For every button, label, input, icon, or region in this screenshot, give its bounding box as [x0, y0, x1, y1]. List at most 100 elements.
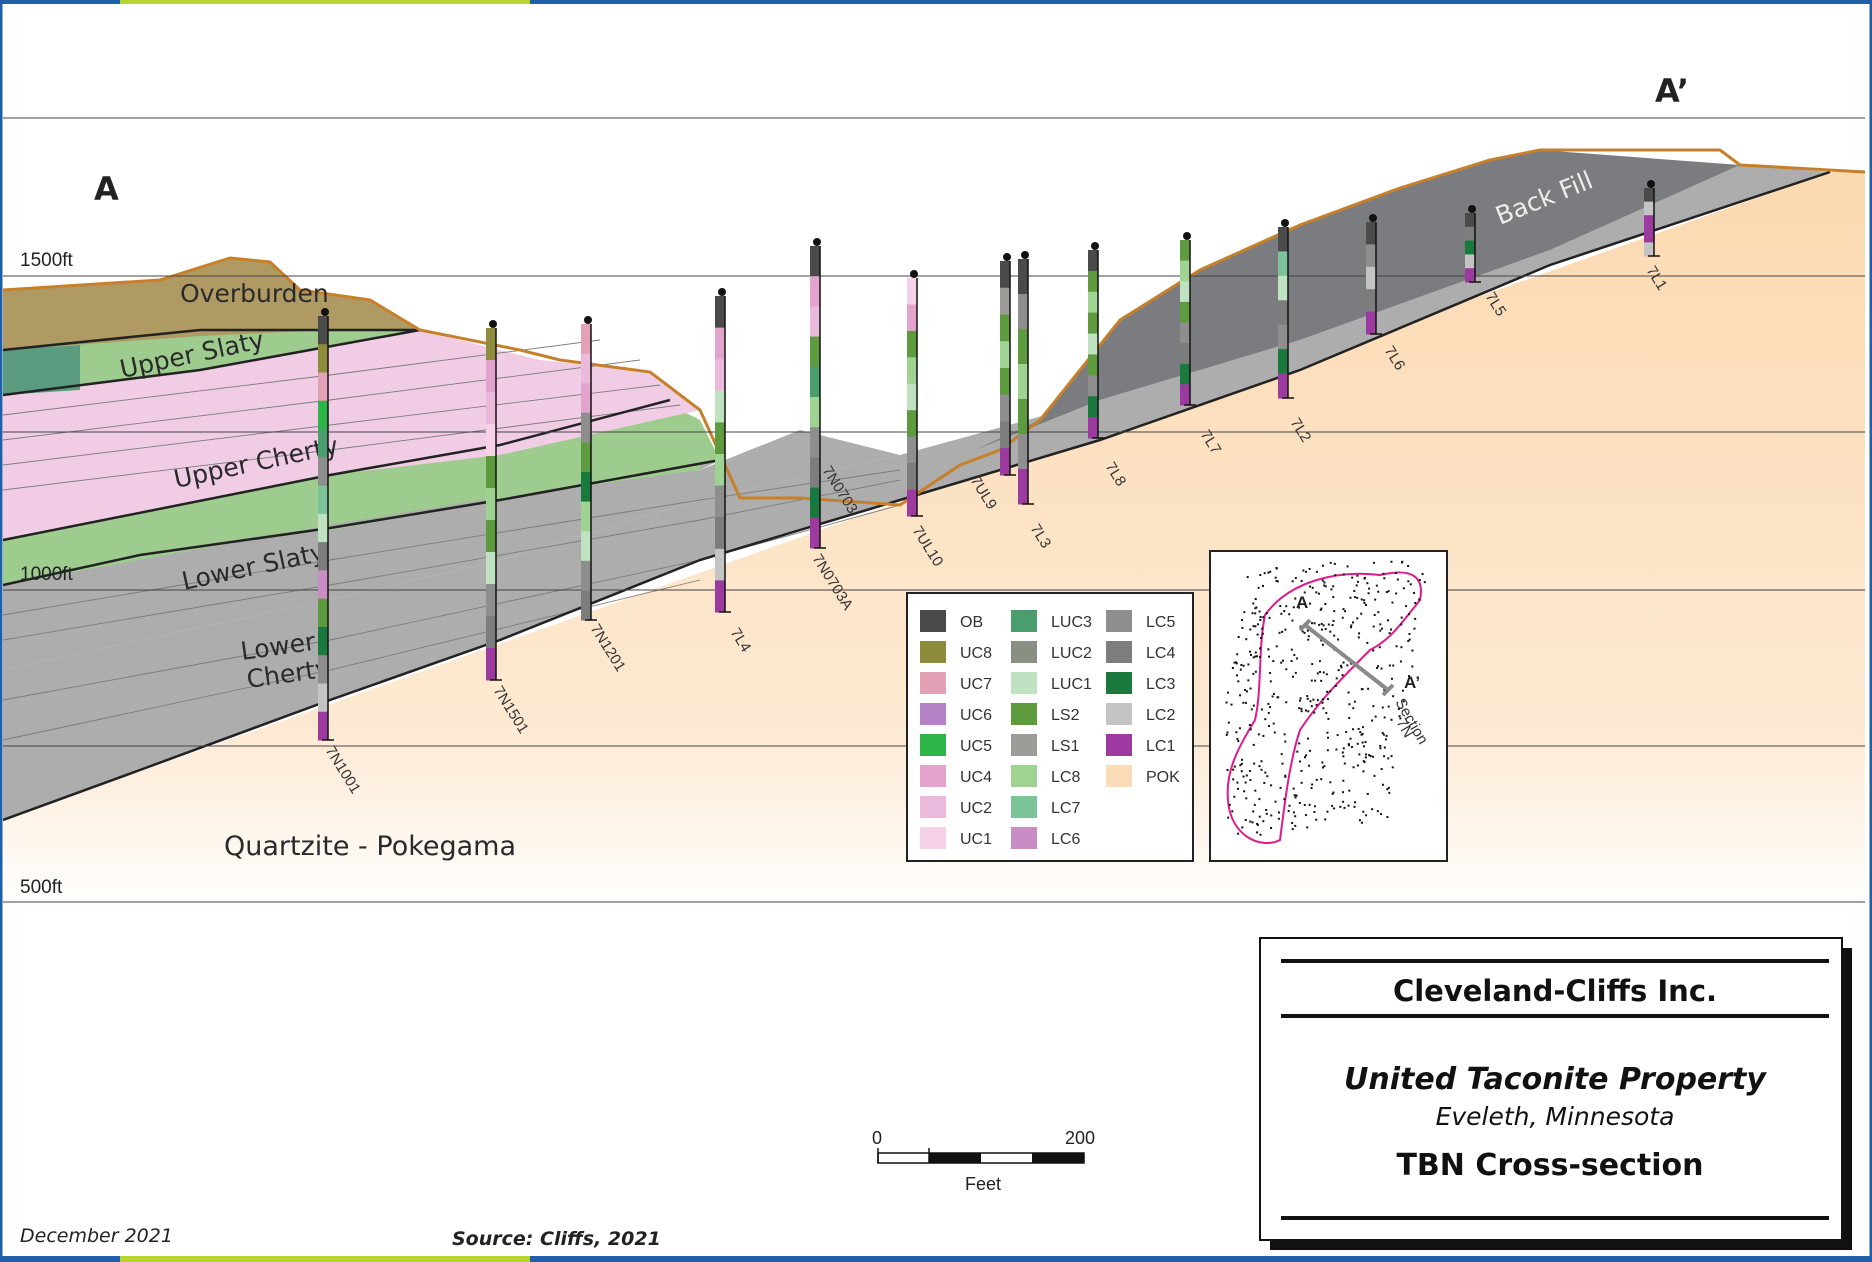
inset-dot	[1390, 755, 1393, 758]
inset-dot	[1259, 655, 1262, 658]
inset-dot	[1291, 821, 1294, 824]
inset-dot	[1264, 718, 1267, 721]
inset-dot	[1236, 737, 1239, 740]
drillhole-interval	[581, 472, 591, 503]
inset-label-a: A	[1296, 593, 1308, 612]
inset-dot	[1396, 578, 1399, 581]
legend-label: LC6	[1051, 831, 1080, 848]
inset-dot	[1245, 638, 1248, 641]
inset-dot	[1252, 704, 1255, 707]
drillhole-interval	[1278, 227, 1288, 252]
inset-dot	[1249, 650, 1252, 653]
inset-dot	[1277, 811, 1280, 814]
inset-dot	[1316, 672, 1319, 675]
inset-dot	[1240, 663, 1243, 666]
drillhole-interval	[318, 316, 328, 345]
drillhole-interval	[1465, 240, 1475, 255]
inset-dot	[1350, 624, 1353, 627]
inset-dot	[1414, 617, 1417, 620]
inset-dot	[1283, 610, 1286, 613]
inset-dot	[1301, 630, 1304, 633]
legend-item: LC2	[1106, 703, 1175, 725]
inset-dot	[1300, 781, 1303, 784]
overburden-layer	[3, 258, 420, 350]
inset-dot	[1324, 585, 1327, 588]
drillhole	[581, 316, 597, 621]
inset-dot	[1259, 833, 1262, 836]
inset-dot	[1235, 661, 1238, 664]
property-location: Eveleth, Minnesota	[1436, 1102, 1675, 1131]
inset-dot	[1251, 612, 1254, 615]
legend-item: LC6	[1011, 827, 1080, 849]
inset-dot	[1311, 586, 1314, 589]
property-name: United Taconite Property	[1344, 1062, 1767, 1097]
inset-dot	[1320, 622, 1323, 625]
collar-marker	[718, 288, 726, 296]
drillhole-interval	[1000, 368, 1010, 396]
contact-lines	[3, 170, 1831, 822]
drillhole-interval	[1180, 384, 1190, 406]
title-block-frame	[1259, 937, 1843, 1241]
inset-dot	[1332, 619, 1335, 622]
inset-dot	[1256, 623, 1259, 626]
legend-swatch	[920, 765, 946, 787]
inset-dot	[1265, 808, 1268, 811]
inset-dot	[1225, 701, 1228, 704]
inset-dot	[1308, 803, 1311, 806]
drillhole-interval	[907, 489, 917, 517]
legend-label: LC3	[1146, 676, 1175, 693]
inset-dot	[1317, 592, 1320, 595]
legend-item: LUC1	[1011, 672, 1092, 694]
legend-item: UC4	[920, 765, 992, 787]
drillhole-interval	[486, 328, 496, 361]
inset-dot	[1397, 707, 1400, 710]
drillhole-interval	[1465, 213, 1475, 228]
inset-dot	[1268, 616, 1271, 619]
inset-dot	[1300, 710, 1303, 713]
inset-dot	[1353, 589, 1356, 592]
inset-dot	[1418, 579, 1421, 582]
inset-dot	[1313, 711, 1316, 714]
legend-box	[906, 592, 1194, 862]
title-block: Cleveland-Cliffs Inc. United Taconite Pr…	[1259, 937, 1852, 1250]
inset-dot	[1267, 702, 1270, 705]
inset-dot	[1384, 738, 1387, 741]
elevation-grid	[3, 117, 1865, 903]
inset-dot	[1421, 572, 1424, 575]
inset-dot	[1270, 814, 1273, 817]
drillhole	[1465, 205, 1481, 283]
inset-dot	[1333, 562, 1336, 565]
drillhole-interval	[1366, 311, 1376, 335]
legend-swatch	[1106, 765, 1132, 787]
drillhole-interval	[1088, 396, 1098, 418]
inset-dot	[1285, 701, 1288, 704]
inset-dot	[1331, 792, 1334, 795]
drillhole-interval	[907, 410, 917, 438]
inset-dot	[1267, 655, 1270, 658]
inset-dot	[1296, 750, 1299, 753]
inset-dot	[1382, 733, 1385, 736]
inset-dot	[1244, 781, 1247, 784]
drillhole-interval	[318, 598, 328, 628]
inset-dot	[1373, 614, 1376, 617]
inset-dot	[1304, 814, 1307, 817]
inset-dot	[1249, 779, 1252, 782]
legend-label: UC5	[960, 738, 992, 755]
drillhole-interval	[1278, 324, 1288, 350]
inset-dot	[1352, 766, 1355, 769]
inset-dot	[1389, 628, 1392, 631]
inset-dot	[1254, 607, 1257, 610]
inset-dot	[1387, 786, 1390, 789]
drillhole-interval	[581, 531, 591, 562]
inset-dot	[1235, 662, 1238, 665]
inset-dot	[1291, 580, 1294, 583]
inset-dot	[1402, 587, 1405, 590]
inset-label-a-prime: A’	[1404, 673, 1420, 692]
section-end-label: A’	[1655, 72, 1689, 110]
drillhole-interval	[318, 372, 328, 402]
drillhole-interval	[907, 436, 917, 464]
legend-label: LUC2	[1051, 645, 1092, 662]
inset-dot	[1323, 581, 1326, 584]
inset-dot	[1240, 762, 1243, 765]
